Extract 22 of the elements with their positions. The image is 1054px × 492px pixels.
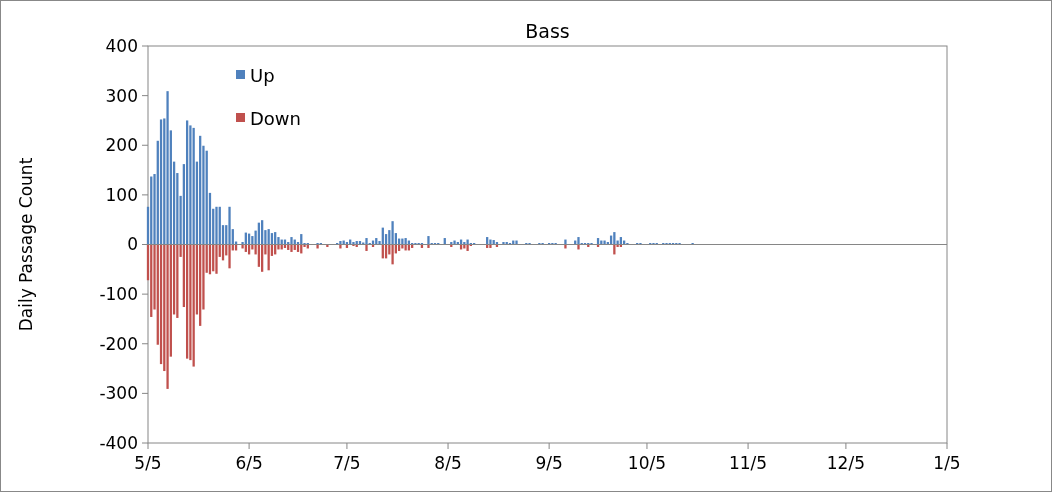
y-tick-label: -200 (99, 333, 138, 354)
legend-label: Up (250, 65, 275, 87)
chart-title: Bass (525, 20, 570, 42)
x-tick-label: 8/5 (434, 453, 462, 473)
x-tick-label: 5/5 (134, 453, 162, 473)
x-tick-label: 1/5 (933, 453, 961, 473)
y-tick-label: 200 (105, 135, 138, 156)
legend-label: Down (250, 108, 302, 130)
y-tick-label: 100 (105, 184, 138, 205)
x-tick-label: 10/5 (627, 453, 667, 473)
y-tick-label: 0 (127, 234, 138, 255)
y-tick-label: -300 (99, 383, 138, 404)
y-axis-title: Daily Passage Count (16, 157, 36, 332)
y-tick-label: -400 (99, 432, 138, 453)
x-tick-label: 11/5 (728, 453, 768, 473)
x-tick-label: 12/5 (826, 453, 865, 473)
y-tick-label: 300 (105, 85, 138, 106)
x-tick-label: 7/5 (333, 453, 361, 473)
y-tick-label: 400 (105, 35, 138, 56)
y-tick-label: -100 (99, 284, 138, 305)
x-tick-label: 6/5 (235, 453, 263, 473)
x-tick-label: 9/5 (535, 453, 563, 473)
